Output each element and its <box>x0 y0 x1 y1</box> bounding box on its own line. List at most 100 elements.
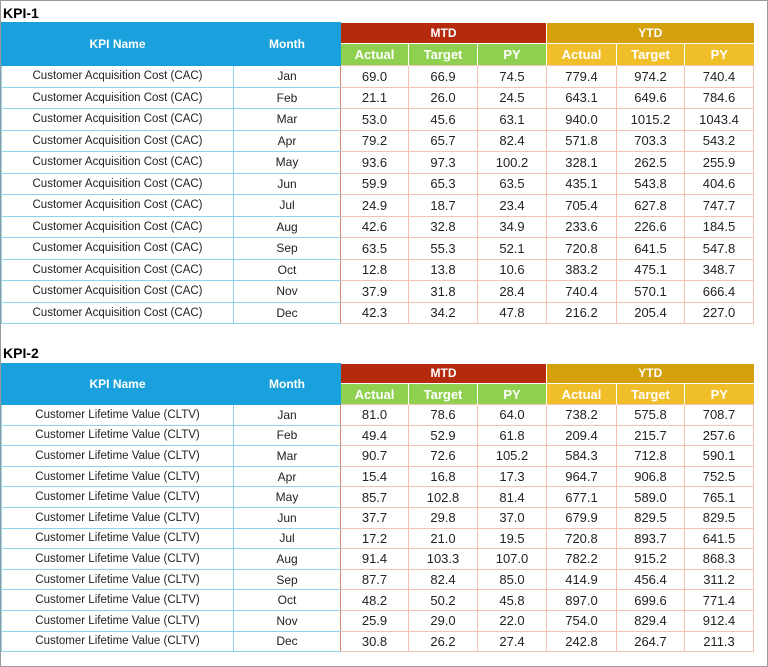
ytd-target-cell: 906.8 <box>616 465 685 488</box>
ytd-target-cell: 829.4 <box>616 609 685 632</box>
ytd-target-cell: 589.0 <box>616 486 685 508</box>
month-cell: May <box>233 151 341 174</box>
table-row: Customer Lifetime Value (CLTV) Jul 17.2 21.… <box>1 527 754 550</box>
mtd-actual-cell: 79.2 <box>340 129 409 152</box>
mtd-actual-cell: 53.0 <box>340 108 409 131</box>
month-cell: Oct <box>233 589 341 611</box>
kpi-name-cell: Customer Lifetime Value (CLTV) <box>1 527 234 550</box>
kpi-name-cell: Customer Acquisition Cost (CAC) <box>1 65 234 88</box>
kpi-name-cell: Customer Lifetime Value (CLTV) <box>1 568 234 591</box>
mtd-actual-cell: 37.9 <box>340 280 409 303</box>
ytd-actual-cell: 679.9 <box>546 506 617 529</box>
header-mtd-actual: Actual <box>340 383 409 405</box>
kpi-name-cell: Customer Acquisition Cost (CAC) <box>1 86 234 109</box>
mtd-actual-cell: 93.6 <box>340 151 409 174</box>
mtd-actual-cell: 49.4 <box>340 424 409 447</box>
table-row: Customer Lifetime Value (CLTV) Jan 81.0 78.… <box>1 404 754 426</box>
mtd-py-cell: 61.8 <box>477 424 547 447</box>
ytd-py-cell: 227.0 <box>684 301 754 324</box>
ytd-actual-cell: 720.8 <box>546 237 617 260</box>
kpi-name-cell: Customer Acquisition Cost (CAC) <box>1 172 234 195</box>
table-row: Customer Lifetime Value (CLTV) May 85.7 102… <box>1 486 754 508</box>
mtd-target-cell: 18.7 <box>408 194 478 217</box>
table-row: Customer Lifetime Value (CLTV) Jun 37.7 29.… <box>1 506 754 529</box>
ytd-actual-cell: 720.8 <box>546 527 617 550</box>
mtd-py-cell: 22.0 <box>477 609 547 632</box>
ytd-target-cell: 712.8 <box>616 445 685 467</box>
month-cell: Jul <box>233 527 341 550</box>
month-cell: Apr <box>233 129 341 152</box>
ytd-actual-cell: 435.1 <box>546 172 617 195</box>
ytd-actual-cell: 328.1 <box>546 151 617 174</box>
table-row: Customer Acquisition Cost (CAC) Dec 42.3 34… <box>1 301 754 324</box>
mtd-target-cell: 21.0 <box>408 527 478 550</box>
header-month: Month <box>233 363 341 405</box>
kpi-name-cell: Customer Lifetime Value (CLTV) <box>1 630 234 653</box>
table-row: Customer Lifetime Value (CLTV) Sep 87.7 82.… <box>1 568 754 591</box>
table-row: Customer Acquisition Cost (CAC) Sep 63.5 55… <box>1 237 754 260</box>
ytd-target-cell: 475.1 <box>616 258 685 281</box>
table-row: Customer Acquisition Cost (CAC) Oct 12.8 13… <box>1 258 754 281</box>
kpi-name-cell: Customer Lifetime Value (CLTV) <box>1 548 234 570</box>
mtd-actual-cell: 63.5 <box>340 237 409 260</box>
kpi-name-cell: Customer Acquisition Cost (CAC) <box>1 194 234 217</box>
mtd-target-cell: 45.6 <box>408 108 478 131</box>
ytd-actual-cell: 216.2 <box>546 301 617 324</box>
header-ytd-actual: Actual <box>546 383 617 405</box>
kpi-name-cell: Customer Acquisition Cost (CAC) <box>1 151 234 174</box>
ytd-actual-cell: 233.6 <box>546 215 617 238</box>
mtd-target-cell: 103.3 <box>408 548 478 570</box>
ytd-py-cell: 547.8 <box>684 237 754 260</box>
mtd-actual-cell: 21.1 <box>340 86 409 109</box>
table-row: Customer Acquisition Cost (CAC) Aug 42.6 32… <box>1 215 754 238</box>
ytd-actual-cell: 383.2 <box>546 258 617 281</box>
mtd-target-cell: 26.0 <box>408 86 478 109</box>
ytd-target-cell: 915.2 <box>616 548 685 570</box>
kpi-name-cell: Customer Lifetime Value (CLTV) <box>1 445 234 467</box>
ytd-target-cell: 262.5 <box>616 151 685 174</box>
ytd-target-cell: 627.8 <box>616 194 685 217</box>
kpi-name-cell: Customer Lifetime Value (CLTV) <box>1 486 234 508</box>
table-row: Customer Acquisition Cost (CAC) Jan 69.0 66… <box>1 65 754 88</box>
ytd-py-cell: 752.5 <box>684 465 754 488</box>
ytd-py-cell: 404.6 <box>684 172 754 195</box>
mtd-actual-cell: 69.0 <box>340 65 409 88</box>
ytd-target-cell: 649.6 <box>616 86 685 109</box>
ytd-py-cell: 784.6 <box>684 86 754 109</box>
mtd-py-cell: 52.1 <box>477 237 547 260</box>
header-ytd-target: Target <box>616 43 685 66</box>
table-row: Customer Lifetime Value (CLTV) Dec 30.8 26.… <box>1 630 754 653</box>
kpi-2-title: KPI-2 <box>3 345 39 361</box>
mtd-target-cell: 50.2 <box>408 589 478 611</box>
ytd-py-cell: 771.4 <box>684 589 754 611</box>
mtd-actual-cell: 48.2 <box>340 589 409 611</box>
ytd-py-cell: 641.5 <box>684 527 754 550</box>
mtd-target-cell: 34.2 <box>408 301 478 324</box>
ytd-actual-cell: 584.3 <box>546 445 617 467</box>
ytd-py-cell: 868.3 <box>684 548 754 570</box>
month-cell: Nov <box>233 609 341 632</box>
mtd-target-cell: 13.8 <box>408 258 478 281</box>
mtd-actual-cell: 42.3 <box>340 301 409 324</box>
month-cell: May <box>233 486 341 508</box>
ytd-target-cell: 456.4 <box>616 568 685 591</box>
ytd-actual-cell: 242.8 <box>546 630 617 653</box>
header-mtd: MTD <box>340 22 547 44</box>
table-row: Customer Lifetime Value (CLTV) Oct 48.2 50.… <box>1 589 754 611</box>
kpi-name-cell: Customer Acquisition Cost (CAC) <box>1 108 234 131</box>
kpi-1-title: KPI-1 <box>3 5 39 21</box>
ytd-target-cell: 829.5 <box>616 506 685 529</box>
mtd-target-cell: 29.8 <box>408 506 478 529</box>
month-cell: Aug <box>233 548 341 570</box>
ytd-py-cell: 184.5 <box>684 215 754 238</box>
ytd-actual-cell: 677.1 <box>546 486 617 508</box>
ytd-py-cell: 740.4 <box>684 65 754 88</box>
mtd-py-cell: 19.5 <box>477 527 547 550</box>
mtd-py-cell: 63.5 <box>477 172 547 195</box>
month-cell: Mar <box>233 445 341 467</box>
table-row: Customer Acquisition Cost (CAC) May 93.6 97… <box>1 151 754 174</box>
ytd-target-cell: 641.5 <box>616 237 685 260</box>
mtd-py-cell: 64.0 <box>477 404 547 426</box>
kpi-name-cell: Customer Lifetime Value (CLTV) <box>1 465 234 488</box>
header-mtd-py: PY <box>477 383 547 405</box>
